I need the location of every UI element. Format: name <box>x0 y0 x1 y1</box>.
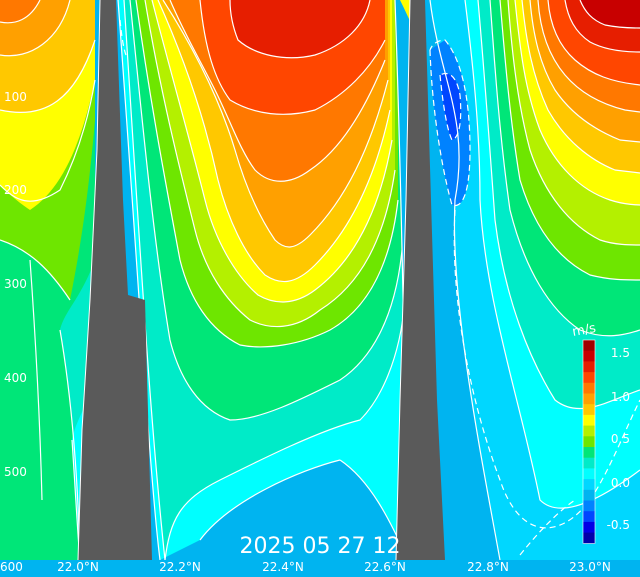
x-tick-label: 22.0°N <box>57 560 99 574</box>
x-tick-label: 22.8°N <box>467 560 509 574</box>
figure-title: 2025 05 27 12 <box>240 534 401 559</box>
y-tick-label: 600 <box>0 560 23 574</box>
colorbar-swatch <box>583 414 595 427</box>
x-tick-label: 23.0°N <box>569 560 611 574</box>
colorbar-swatch <box>583 404 595 416</box>
colorbar-swatch <box>583 521 595 534</box>
x-tick-label: 22.2°N <box>159 560 201 574</box>
y-axis-labels: 100 200 300 400 500 600 <box>0 90 27 574</box>
colorbar-tick-label: 0.5 <box>611 432 630 446</box>
colorbar-swatch <box>583 350 595 362</box>
colorbar-swatch <box>583 479 595 491</box>
y-tick-label: 500 <box>4 465 27 479</box>
x-axis-labels: 22.0°N 22.2°N 22.4°N 22.6°N 22.8°N 23.0°… <box>57 560 611 574</box>
colorbar-swatch <box>583 468 595 480</box>
colorbar-tick-label: 1.0 <box>611 390 630 404</box>
colorbar-swatch <box>583 457 595 469</box>
colorbar-swatch <box>583 489 595 501</box>
colorbar-swatch <box>583 447 595 459</box>
y-tick-label: 300 <box>4 277 27 291</box>
colorbar-swatch <box>583 372 595 384</box>
colorbar-swatch <box>583 382 595 394</box>
x-tick-label: 22.4°N <box>262 560 304 574</box>
colorbar-swatch <box>583 532 595 544</box>
x-tick-label: 22.6°N <box>364 560 406 574</box>
colorbar-swatch <box>583 393 595 405</box>
ridge-left <box>78 0 152 560</box>
colorbar: m/s 1.5 1.0 0.5 0.0 -0.5 <box>571 321 630 544</box>
colorbar-swatch <box>583 340 595 352</box>
colorbar-frame <box>582 339 596 544</box>
colorbar-tick-label: 1.5 <box>611 346 630 360</box>
colorbar-swatch <box>583 500 595 512</box>
colorbar-swatch <box>583 436 595 448</box>
y-tick-label: 100 <box>4 90 27 104</box>
negative-contours <box>119 19 640 556</box>
colorbar-swatch <box>583 511 595 523</box>
colorbar-tick-label: -0.5 <box>607 518 630 532</box>
colorbar-tick-label: 0.0 <box>611 476 630 490</box>
y-tick-label: 200 <box>4 183 27 197</box>
colorbar-unit: m/s <box>571 321 597 340</box>
y-tick-label: 400 <box>4 371 27 385</box>
ridge-right <box>396 0 445 560</box>
colorbar-swatch <box>583 425 595 437</box>
bathymetry-mask <box>78 0 445 560</box>
colorbar-swatch <box>583 361 595 373</box>
ridge-outline <box>77 0 411 561</box>
